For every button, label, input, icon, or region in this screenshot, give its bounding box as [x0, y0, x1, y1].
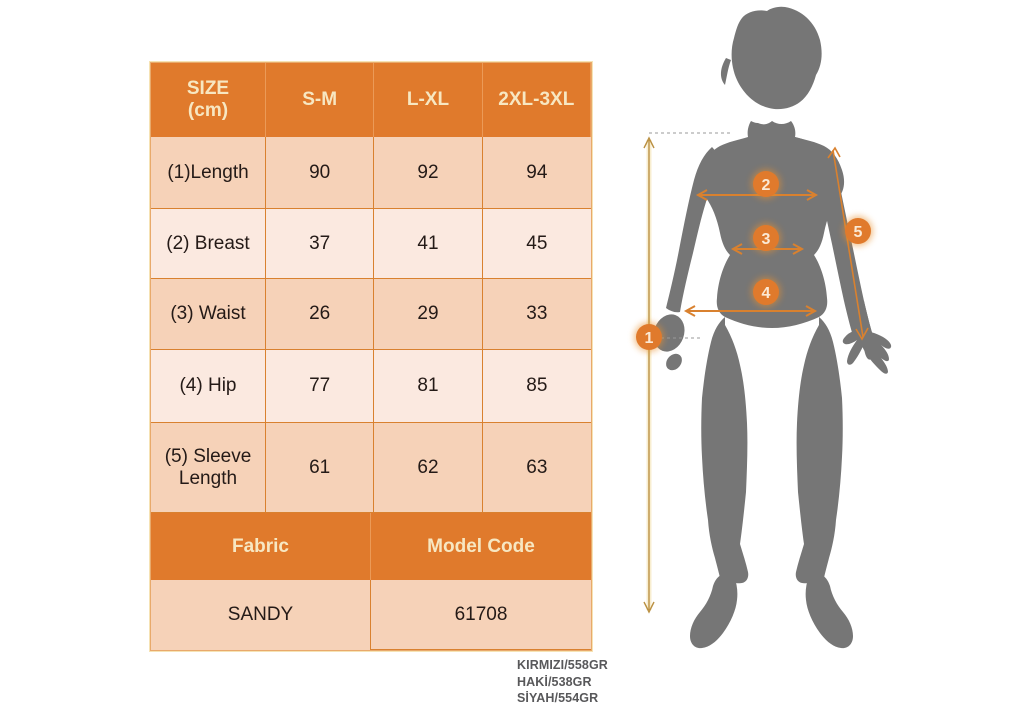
- svg-text:5: 5: [854, 224, 863, 241]
- svg-text:3: 3: [762, 231, 771, 248]
- svg-text:2: 2: [762, 177, 771, 194]
- svg-text:1: 1: [645, 330, 654, 347]
- svg-text:4: 4: [762, 285, 771, 302]
